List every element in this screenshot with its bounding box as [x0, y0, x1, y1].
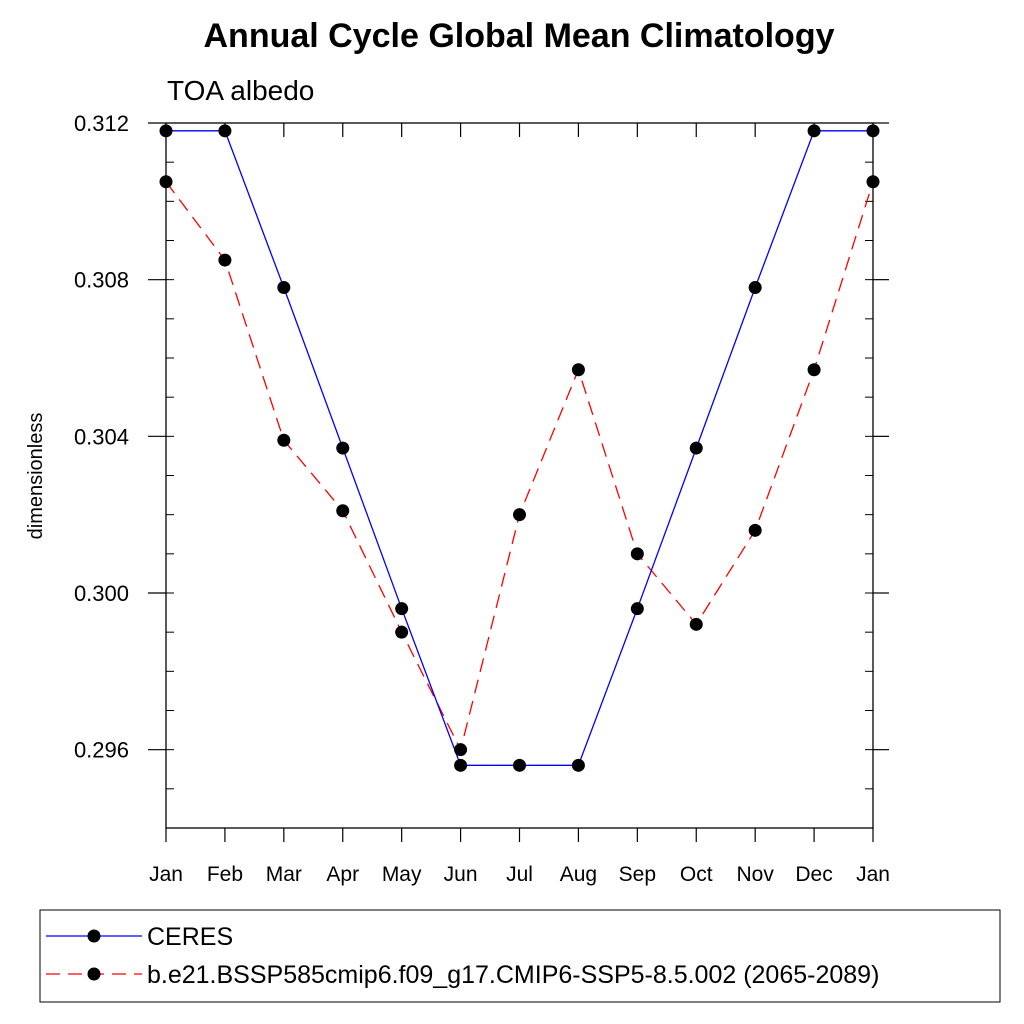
axes: 0.296 0.300 0.304 0.308 0.312 Jan Feb Mar Apr May… [74, 111, 890, 886]
y-tick-label: 0.312 [74, 111, 129, 136]
data-point [159, 124, 173, 138]
data-point [336, 441, 350, 455]
legend-box [39, 909, 1001, 1003]
data-point [571, 758, 585, 772]
x-tick-label: Jun [444, 863, 478, 886]
legend-label: CERES [147, 923, 233, 951]
chart-subtitle: TOA albedo [167, 75, 314, 106]
plot-frame [165, 122, 874, 829]
legend-label: b.e21.BSSP585cmip6.f09_g17.CMIP6-SSP5-8.… [147, 961, 879, 989]
series-line [165, 181, 874, 752]
y-tick-label: 0.304 [74, 424, 129, 449]
data-point [513, 758, 526, 772]
data-point [571, 363, 585, 377]
data-point [807, 363, 821, 377]
plot-series [159, 124, 880, 772]
x-tick-label: May [382, 863, 422, 886]
chart-title: Annual Cycle Global Mean Climatology [204, 17, 835, 55]
data-point [866, 175, 880, 189]
x-tick-label: Dec [795, 863, 832, 886]
y-tick-label: 0.296 [74, 738, 129, 763]
data-point [748, 523, 762, 537]
data-point [630, 602, 644, 616]
x-tick-label: Jan [149, 863, 183, 886]
data-point [748, 281, 762, 294]
data-point [689, 441, 703, 455]
data-point [159, 175, 173, 189]
data-point [395, 602, 409, 616]
x-tick-label: Jan [856, 863, 890, 886]
legend: CERES b.e21.BSSP585cmip6.f09_g17.CMIP6-SS… [39, 909, 1001, 1003]
y-tick-label: 0.308 [74, 268, 129, 293]
data-point [277, 433, 291, 447]
data-point [395, 625, 409, 639]
data-point [277, 281, 291, 294]
x-tick-label: Jul [506, 863, 533, 886]
data-point [454, 758, 468, 772]
legend-marker [87, 929, 101, 943]
data-point [218, 124, 232, 138]
data-point [689, 617, 703, 631]
x-tick-label: Nov [736, 863, 774, 886]
data-point [218, 253, 232, 267]
data-point [336, 504, 350, 518]
x-tick-label: Feb [207, 863, 243, 886]
data-point [807, 124, 821, 138]
series-line [166, 130, 873, 766]
y-tick-label: 0.300 [74, 581, 129, 606]
data-point [513, 508, 526, 522]
x-tick-label: Oct [680, 863, 713, 886]
y-axis-label: dimensionless [25, 413, 47, 540]
x-tick-label: Apr [326, 863, 359, 886]
data-point [866, 124, 880, 138]
data-point [630, 547, 644, 561]
x-tick-label: Aug [560, 863, 597, 886]
x-tick-label: Mar [266, 863, 302, 886]
data-point [454, 743, 468, 757]
x-tick-label: Sep [619, 863, 656, 886]
legend-marker [87, 967, 101, 981]
